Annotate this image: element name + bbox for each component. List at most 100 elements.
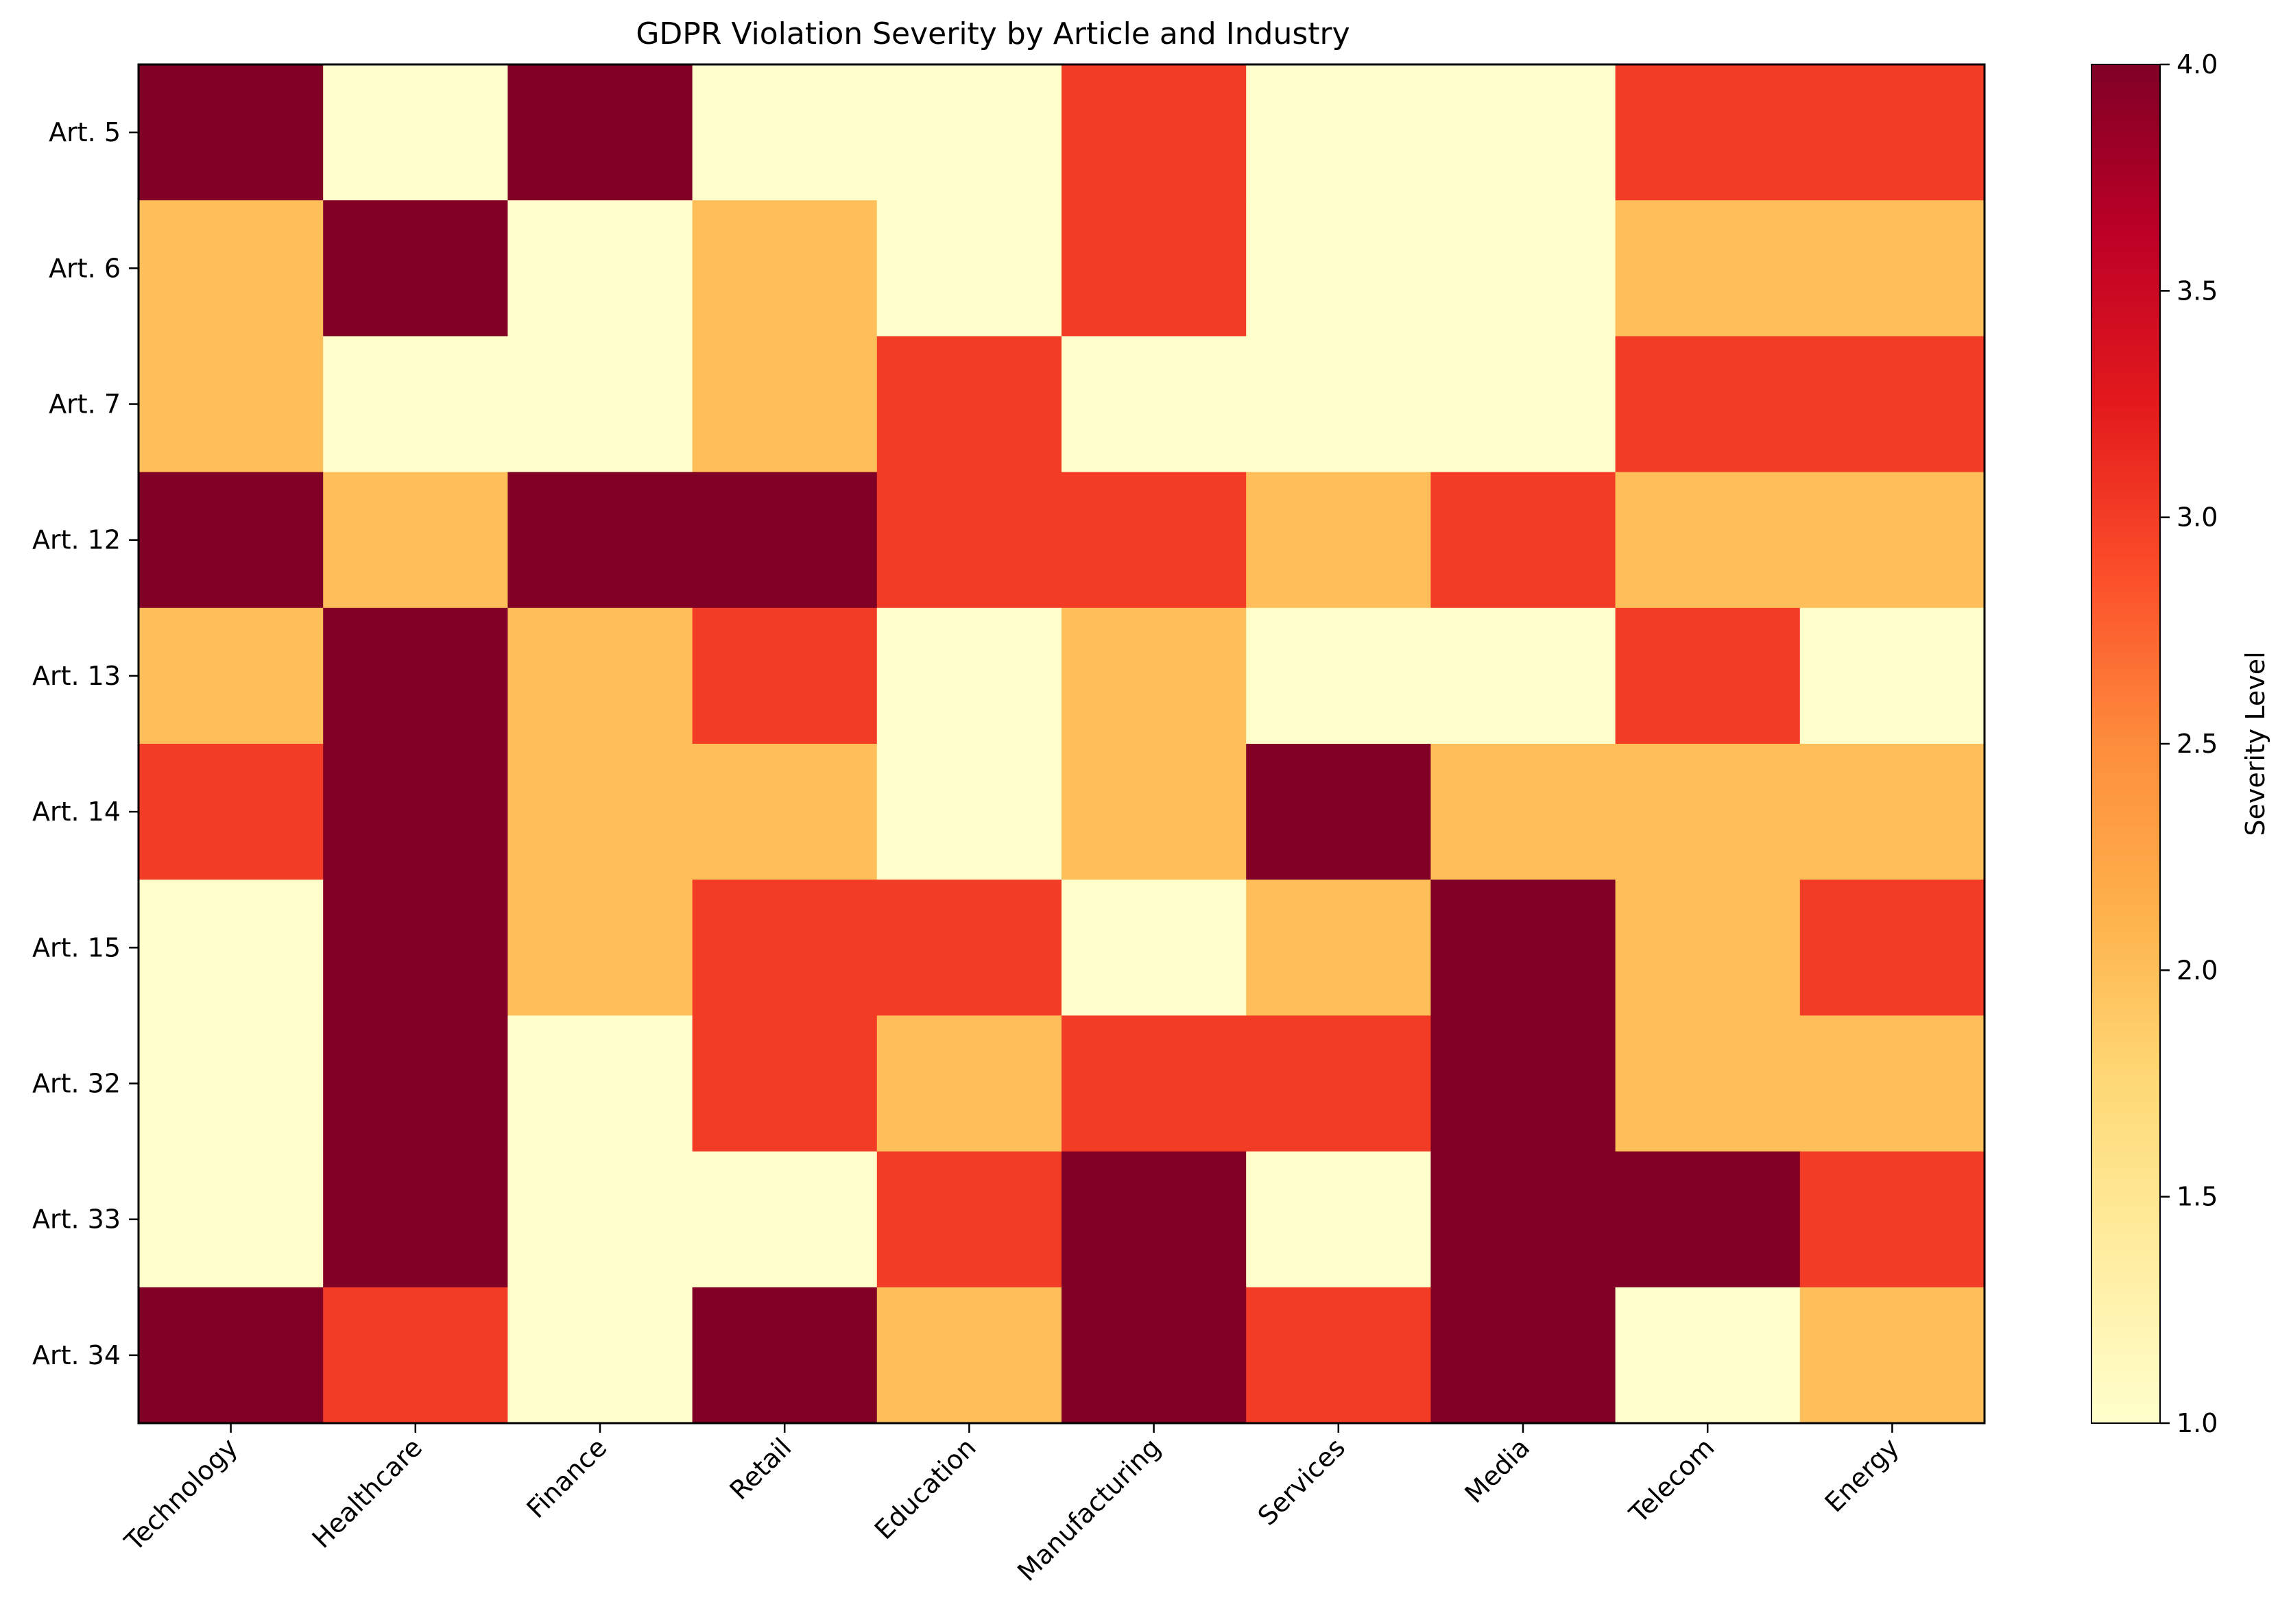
heatmap-cell [1062,1287,1247,1424]
heatmap-cell [1799,336,1985,473]
heatmap-cell [876,607,1062,744]
heatmap-cell [876,336,1062,473]
heatmap-cell [139,607,324,744]
heatmap-cell [692,607,878,744]
heatmap-cell [876,200,1062,337]
heatmap-cell [1799,744,1985,880]
heatmap-cell [507,336,693,473]
heatmap-cell [1615,607,1801,744]
heatmap-cell [1799,1015,1985,1152]
heatmap-cell [1246,336,1431,473]
colorbar-tick-label: 2.5 [2177,729,2218,759]
heatmap-cell [876,1287,1062,1424]
y-tick-label: Art. 34 [32,1340,121,1370]
heatmap-cell [1246,880,1431,1016]
heatmap-cell [1799,472,1985,609]
heatmap-cell [139,472,324,609]
heatmap-cell [692,880,878,1016]
heatmap-cell [1430,64,1616,201]
heatmap-cell [1246,607,1431,744]
colorbar-tick-label: 1.0 [2177,1408,2218,1438]
heatmap-cell [1615,200,1801,337]
heatmap-cell [1615,744,1801,880]
heatmap-cell [1430,200,1616,337]
heatmap-cell [507,64,693,201]
x-tick-label: Services [1252,1432,1351,1531]
heatmap-cell [1246,472,1431,609]
heatmap-cell [1062,744,1247,880]
heatmap-cell [1062,472,1247,609]
y-tick-label: Art. 14 [32,797,121,827]
heatmap-cells [139,64,1985,1424]
heatmap-cell [876,1151,1062,1288]
heatmap-cell [876,64,1062,201]
heatmap-cell [1246,200,1431,337]
colorbar-tick-label: 2.0 [2177,955,2218,985]
heatmap-cell [1062,64,1247,201]
heatmap-cell [692,744,878,880]
heatmap-cell [1062,336,1247,473]
heatmap-cell [139,1151,324,1288]
heatmap-cell [1615,472,1801,609]
x-tick-label: Manufacturing [1011,1432,1166,1587]
heatmap-cell [1799,200,1985,337]
heatmap-cell [507,1015,693,1152]
y-tick-label: Art. 5 [49,117,121,147]
heatmap-cell [1430,1151,1616,1288]
heatmap-cell [1062,200,1247,337]
heatmap-cell [1246,64,1431,201]
heatmap-cell [1246,1151,1431,1288]
y-tick-label: Art. 13 [32,661,121,691]
heatmap-cell [139,64,324,201]
heatmap-cell [692,1151,878,1288]
heatmap-cell [876,472,1062,609]
heatmap-cell [323,336,508,473]
y-tick-label: Art. 12 [32,525,121,555]
heatmap-cell [323,607,508,744]
heatmap-cell [692,472,878,609]
heatmap-cell [1799,880,1985,1016]
colorbar-label: Severity Level [2240,651,2270,836]
heatmap-cell [139,880,324,1016]
heatmap-cell [876,880,1062,1016]
heatmap-cell [1799,1151,1985,1288]
x-tick-label: Education [869,1432,982,1545]
heatmap-cell [323,1015,508,1152]
colorbar-tick-label: 4.0 [2177,49,2218,80]
x-tick-label: Energy [1819,1432,1905,1518]
x-tick-label: Retail [724,1432,798,1505]
heatmap-cell [1062,880,1247,1016]
heatmap-cell [1430,607,1616,744]
heatmap-cell [323,1287,508,1424]
heatmap-cell [1615,1151,1801,1288]
heatmap-cell [692,200,878,337]
heatmap-cell [1615,1015,1801,1152]
y-tick-label: Art. 15 [32,932,121,962]
heatmap-cell [876,744,1062,880]
colorbar-tick-label: 1.5 [2177,1182,2218,1212]
heatmap-cell [1430,472,1616,609]
heatmap-cell [1615,336,1801,473]
heatmap-cell [1799,64,1985,201]
heatmap-cell [507,1287,693,1424]
heatmap-cell [692,64,878,201]
colorbar-ticks: 1.0 1.5 2.0 2.5 3.0 3.5 4.0 [2160,49,2218,1438]
heatmap-cell [1430,744,1616,880]
heatmap-cell [139,1015,324,1152]
x-tick-label: Finance [520,1432,612,1524]
colorbar: 1.0 1.5 2.0 2.5 3.0 3.5 4.0 Severity Level [2091,49,2270,1438]
heatmap-cell [1246,1015,1431,1152]
x-tick-label: Healthcare [307,1432,429,1554]
x-axis: Technology Healthcare Finance Retail Educati… [119,1423,1905,1587]
heatmap-cell [323,880,508,1016]
heatmap-cell [692,1015,878,1152]
colorbar-gradient [2091,64,2161,1424]
colorbar-tick-label: 3.0 [2177,502,2218,533]
x-tick-label: Telecom [1623,1432,1721,1529]
heatmap-cell [1799,607,1985,744]
heatmap-cell [323,472,508,609]
y-tick-label: Art. 6 [49,253,121,283]
plot-frame [137,63,1986,1425]
x-tick-label: Media [1459,1432,1536,1509]
